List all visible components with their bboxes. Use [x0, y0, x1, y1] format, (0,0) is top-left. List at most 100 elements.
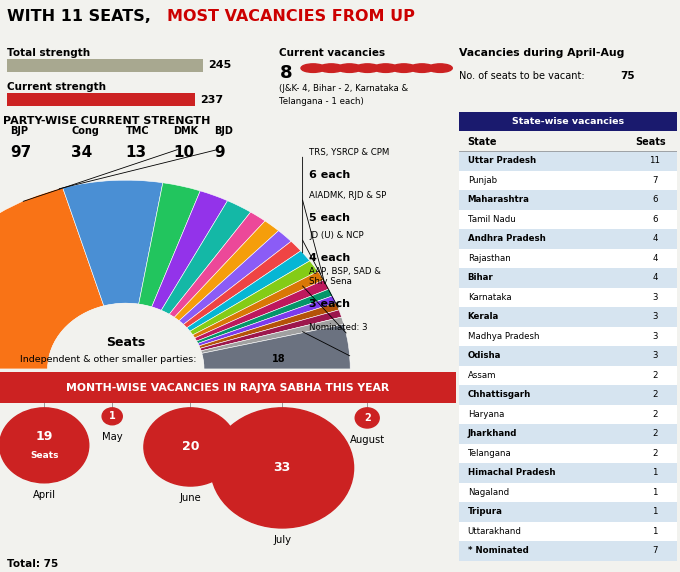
Text: 4 each: 4 each [309, 253, 351, 263]
Text: 13: 13 [126, 145, 147, 160]
Text: Odisha: Odisha [468, 351, 501, 360]
Text: BJP: BJP [10, 126, 28, 136]
Text: Uttar Pradesh: Uttar Pradesh [468, 156, 536, 165]
Text: Independent & other smaller parties:: Independent & other smaller parties: [20, 355, 200, 364]
Wedge shape [161, 201, 251, 314]
Text: 19: 19 [35, 430, 53, 443]
Wedge shape [194, 280, 329, 341]
FancyBboxPatch shape [7, 93, 195, 106]
Text: Rajasthan: Rajasthan [468, 254, 511, 263]
FancyBboxPatch shape [459, 229, 677, 249]
Text: Assam: Assam [468, 371, 496, 380]
Text: Andhra Pradesh: Andhra Pradesh [468, 235, 545, 243]
Text: State-wise vacancies: State-wise vacancies [512, 117, 624, 126]
Wedge shape [197, 289, 333, 343]
FancyBboxPatch shape [459, 522, 677, 541]
Text: 97: 97 [10, 145, 31, 160]
Wedge shape [192, 271, 324, 338]
Text: 4: 4 [652, 254, 658, 263]
Text: Seats: Seats [30, 451, 58, 460]
Text: 34: 34 [71, 145, 92, 160]
Circle shape [102, 408, 122, 425]
Text: Uttarakhand: Uttarakhand [468, 527, 522, 536]
Wedge shape [169, 212, 265, 317]
FancyBboxPatch shape [459, 307, 677, 327]
Wedge shape [174, 221, 279, 321]
Text: No. of seats to be vacant:: No. of seats to be vacant: [459, 71, 588, 81]
Text: MOST VACANCIES FROM UP: MOST VACANCIES FROM UP [167, 9, 415, 24]
Wedge shape [187, 251, 310, 331]
Wedge shape [184, 241, 301, 328]
Text: Total: 75: Total: 75 [7, 559, 58, 569]
Text: Tamil Nadu: Tamil Nadu [468, 215, 515, 224]
Wedge shape [63, 180, 163, 306]
Text: Himachal Pradesh: Himachal Pradesh [468, 468, 555, 477]
Circle shape [301, 64, 325, 73]
Wedge shape [200, 310, 341, 351]
Text: 11: 11 [649, 156, 660, 165]
Circle shape [373, 64, 398, 73]
Text: 2: 2 [652, 449, 658, 458]
Text: BJD: BJD [214, 126, 233, 136]
FancyBboxPatch shape [459, 249, 677, 268]
Text: April: April [33, 490, 56, 500]
Text: July: July [273, 535, 291, 545]
Circle shape [356, 64, 379, 73]
Circle shape [319, 64, 343, 73]
FancyBboxPatch shape [459, 483, 677, 502]
Circle shape [337, 64, 362, 73]
Text: 7: 7 [652, 176, 658, 185]
Wedge shape [179, 231, 291, 324]
FancyBboxPatch shape [459, 112, 677, 132]
Text: WITH 11 SEATS,: WITH 11 SEATS, [7, 9, 156, 24]
Text: Telangana: Telangana [468, 449, 511, 458]
Text: Current strength: Current strength [7, 82, 106, 92]
Wedge shape [201, 317, 344, 353]
Circle shape [0, 408, 89, 483]
FancyBboxPatch shape [0, 372, 456, 403]
Text: DMK: DMK [173, 126, 199, 136]
Text: Kerala: Kerala [468, 312, 499, 321]
Wedge shape [139, 183, 200, 307]
Text: Telangana - 1 each): Telangana - 1 each) [279, 97, 364, 106]
Wedge shape [198, 296, 336, 346]
Text: 2: 2 [652, 430, 658, 438]
Wedge shape [199, 303, 339, 348]
Text: Seats: Seats [106, 336, 146, 349]
Text: Haryana: Haryana [468, 410, 504, 419]
Text: 6: 6 [652, 215, 658, 224]
FancyBboxPatch shape [459, 502, 677, 522]
Text: 6 each: 6 each [309, 170, 351, 180]
Text: 1: 1 [652, 527, 658, 536]
FancyBboxPatch shape [459, 404, 677, 424]
FancyBboxPatch shape [459, 288, 677, 307]
Text: Total strength: Total strength [7, 47, 90, 58]
FancyBboxPatch shape [459, 327, 677, 346]
Text: 20: 20 [182, 440, 199, 454]
Text: (J&K- 4, Bihar - 2, Karnataka &: (J&K- 4, Bihar - 2, Karnataka & [279, 84, 409, 93]
Text: 3: 3 [652, 312, 658, 321]
Wedge shape [190, 261, 318, 335]
Text: 9: 9 [214, 145, 225, 160]
Text: 245: 245 [208, 61, 232, 70]
Text: 4: 4 [652, 235, 658, 243]
Text: 6: 6 [652, 195, 658, 204]
Text: 1: 1 [652, 488, 658, 497]
Text: 2: 2 [364, 413, 371, 423]
FancyBboxPatch shape [459, 385, 677, 404]
Circle shape [428, 64, 452, 73]
Text: 4: 4 [652, 273, 658, 283]
Text: 2: 2 [652, 371, 658, 380]
Text: August: August [350, 435, 385, 445]
FancyBboxPatch shape [459, 424, 677, 443]
Text: 2: 2 [652, 390, 658, 399]
FancyBboxPatch shape [459, 268, 677, 288]
Text: 3: 3 [652, 351, 658, 360]
Text: 237: 237 [201, 95, 224, 105]
Text: Tripura: Tripura [468, 507, 503, 517]
Circle shape [144, 408, 237, 486]
Text: * Nominated: * Nominated [468, 546, 528, 555]
Text: Current vacancies: Current vacancies [279, 49, 386, 58]
Wedge shape [48, 303, 204, 369]
Text: TMC: TMC [126, 126, 150, 136]
